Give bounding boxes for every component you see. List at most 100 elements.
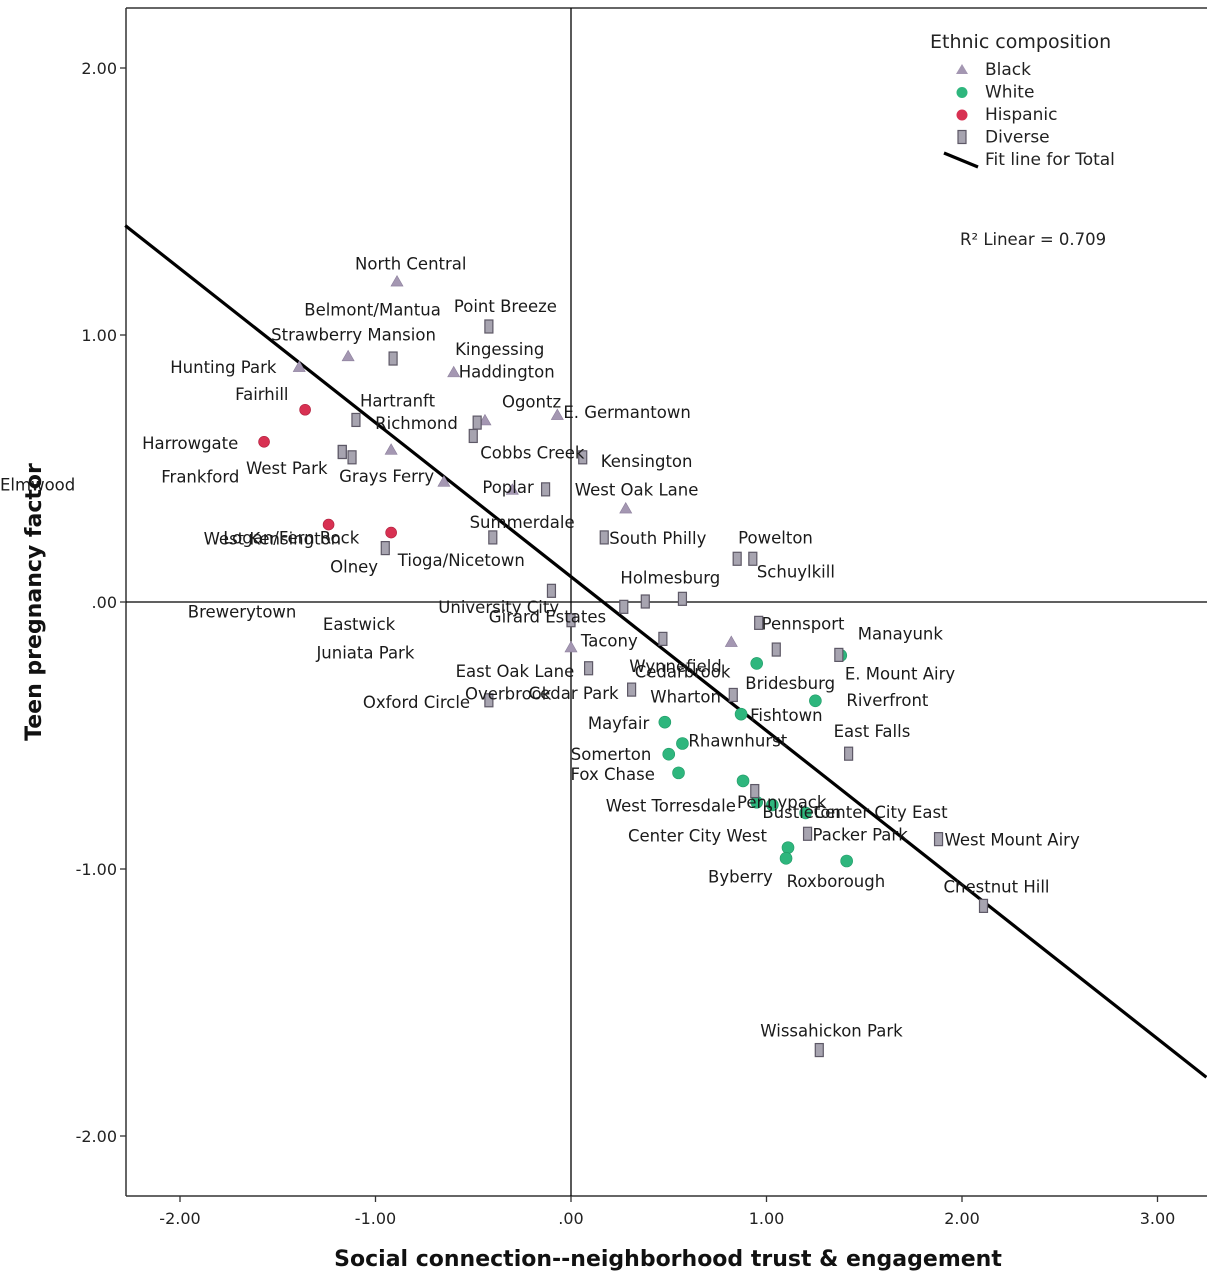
point-black [384,443,398,455]
point-label: Kensington [601,452,693,471]
point-diverse [599,530,609,545]
point-diverse [484,693,494,708]
point-label: Wharton [650,687,721,706]
x-tick-label: 1.00 [749,1209,785,1228]
point-diverse [750,783,760,799]
point-label: Pennypack [737,793,827,812]
point-label: Somerton [571,745,652,764]
legend-entry-label: Hispanic [985,105,1057,125]
point-label: Harrowgate [142,434,238,453]
point-diverse [351,412,361,428]
point-label: Powelton [738,528,813,547]
point-label: Packer Park [813,825,909,844]
point-label: Overbrook [465,684,552,703]
legend-entry-label: Diverse [985,128,1050,148]
point-label: West Oak Lane [575,481,699,500]
point-label: Manayunk [858,624,944,643]
point-diverse [978,898,989,913]
point-label: Belmont/Mantua [304,300,441,319]
point-white [676,737,689,750]
point-white [750,657,764,670]
point-hispanic [322,518,335,531]
point-label: Fairhill [235,385,288,404]
legend-title: Ethnic composition [930,31,1111,53]
point-label: Mayfair [588,714,650,733]
point-label: Summerdale [470,513,575,532]
point-label: East Falls [834,722,911,741]
point-black [437,475,451,487]
x-tick-label: .00 [558,1209,583,1228]
point-white [809,694,822,708]
point-label: Oxford Circle [363,693,470,712]
point-white [658,715,672,729]
point-label: Schuylkill [757,562,835,581]
point-diverse [771,642,781,657]
point-label: E. Mount Airy [845,664,956,683]
point-diverse [640,594,650,609]
point-label: Fishtown [750,706,822,725]
point-hispanic [385,526,397,539]
point-black [550,408,564,420]
legend-entry-label: Fit line for Total [985,150,1115,170]
point-white [662,747,676,761]
point-diverse [754,615,764,630]
y-axis-title: Teen pregnancy factor [22,463,47,741]
point-white [766,798,779,812]
point-label: Hunting Park [170,358,277,377]
point-label: Olney [330,558,378,577]
point-diverse [748,551,758,566]
point-diverse [732,551,742,566]
point-diverse [488,530,498,545]
point-diverse [578,450,588,465]
point-label: Poplar [482,478,534,497]
point-hispanic [299,403,311,416]
point-label: Cedarbrook [635,662,731,681]
point-label: Wissahickon Park [760,1022,903,1041]
point-white [736,774,750,788]
legend-marker-fit-line [943,151,979,169]
point-label: Point Breeze [454,297,557,316]
y-tick-label: 2.00 [81,59,117,78]
point-diverse [388,351,398,366]
point-black [390,274,404,287]
point-label: Strawberry Mansion [271,325,436,344]
point-black [447,365,461,378]
point-label: Cedar Park [529,684,619,703]
point-diverse [814,1042,824,1058]
point-black [564,640,578,653]
point-label: Juniata Park [315,643,414,662]
point-label: Frankford [161,467,239,486]
point-diverse [347,450,357,465]
x-tick-label: -1.00 [355,1209,396,1228]
y-tick-label: 1.00 [81,326,117,345]
point-hispanic [258,435,270,448]
point-label: Rhawnhurst [688,732,787,751]
x-axis-title: Social connection--neighborhood trust & … [334,1247,1002,1272]
point-label: Pennsport [762,614,845,633]
point-diverse [472,415,482,430]
point-label: Brewerytown [188,603,297,622]
point-label: Chestnut Hill [944,877,1050,896]
point-diverse [546,583,557,598]
point-label: Center City East [814,803,948,822]
point-black [619,501,633,514]
legend-marker-hispanic [956,109,968,121]
point-white [779,852,793,865]
point-label: Hartranft [360,391,436,410]
legend-entry-label: Black [985,60,1031,80]
point-white [840,854,853,868]
point-black [341,349,355,362]
point-black [478,413,492,426]
point-label: Bustleton [762,803,841,822]
point-diverse [627,682,637,697]
x-tick-label: 2.00 [944,1209,980,1228]
point-diverse [619,599,629,614]
point-black [505,483,519,495]
point-label: Roxborough [787,872,886,891]
point-label: Tioga/Nicetown [397,551,525,570]
point-label: University City [438,598,559,617]
point-label: North Central [355,255,466,274]
point-black [292,360,306,372]
point-label: Richmond [375,414,458,433]
